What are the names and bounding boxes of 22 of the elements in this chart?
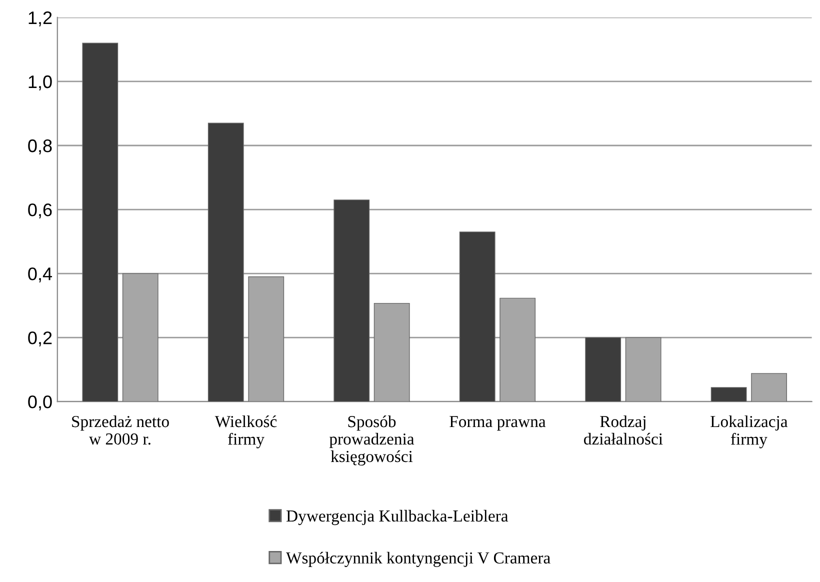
x-tick-label: Lokalizacja firmy [710,415,788,448]
legend-label: Współczynnik kontyngencji V Cramera [286,552,550,567]
bar [710,387,747,402]
bar [585,337,622,402]
x-tick-label: Rodzaj działalności [584,415,663,445]
bar [208,122,244,402]
x-tick-label: Sprzedaż netto w 2009 r. [72,415,169,445]
y-tick-label: 1,2 [28,11,52,26]
bar [459,232,496,402]
x-tick-label: Wielkość firmy [214,415,277,448]
y-tick-label: 0,0 [28,396,52,410]
legend-label: Dywergencja Kullbacka-Leiblera [286,510,508,526]
bar [82,42,118,402]
y-tick-label: 0,8 [28,139,52,154]
x-tick-label: Sposób prowadzenia księgowości [329,415,414,466]
y-tick-label: 0,4 [28,267,52,282]
y-tick-label: 1,0 [28,75,52,90]
y-tick-label: 0,6 [28,203,52,218]
bar [751,373,788,402]
y-tick-label: 0,2 [28,331,52,346]
x-tick-label: Forma prawna [450,416,546,431]
bar [334,200,370,402]
